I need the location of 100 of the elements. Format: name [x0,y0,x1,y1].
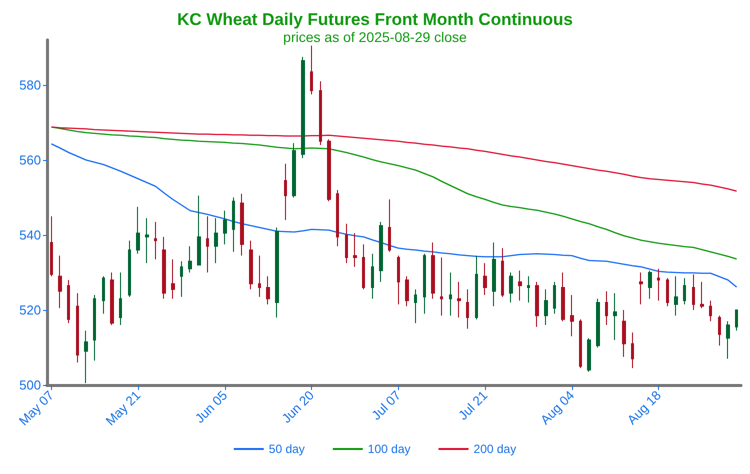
x-tick-label: Aug 18 [624,388,664,428]
candlestick [492,242,496,307]
candlestick [605,290,608,326]
candlestick [223,210,227,245]
candlestick [128,240,131,298]
candlestick [162,236,166,300]
candlestick [405,276,409,307]
candlestick [371,253,374,300]
candlestick [414,288,417,324]
candlestick [440,257,443,316]
x-tick-label: Jun 05 [192,388,230,426]
y-tick-label: 580 [19,78,41,92]
candlestick [735,310,738,332]
candlestick [110,272,114,326]
y-tick-label: 560 [19,152,41,168]
candlestick [379,221,383,282]
candlestick [527,276,530,303]
candlestick [327,138,331,202]
candlestick [648,270,652,300]
candlestick [154,221,157,260]
candlestick [683,278,686,305]
candlestick [362,244,365,290]
candlestick [631,332,634,369]
candlestick [431,242,435,300]
candlestick [501,248,504,298]
candlestick [544,288,548,326]
candlestick [561,272,565,322]
candlestick [509,272,513,303]
candlestick [266,276,270,305]
candlestick [388,198,391,252]
candlestick [483,262,487,296]
candlestick [171,258,175,300]
x-tick-label: May 21 [102,388,144,428]
line-series [50,143,738,288]
x-tick-label: Jul 07 [368,388,404,423]
candlestick [58,255,62,309]
candlestick [275,227,279,318]
candlestick [292,142,296,198]
candlestick [310,45,313,95]
candlestick [284,163,287,220]
candlestick [596,298,600,348]
y-tick-label: 540 [19,228,41,242]
legend-label: 200 day [474,442,516,456]
candlestick [84,330,88,384]
candlestick [136,206,140,254]
candlestick [570,294,574,337]
candlestick [102,276,105,314]
x-tick-label: Jul 21 [455,388,490,423]
candlestick [449,272,452,316]
candlestick [666,278,669,307]
candlestick [249,240,253,290]
line-series [50,126,738,260]
candlestick [535,281,539,328]
candlestick [674,276,678,316]
x-tick-label: Jun 20 [278,388,317,426]
candlestick [423,253,426,314]
candlestick [145,218,149,264]
x-tick-label: Aug 04 [537,388,578,428]
candlestick [726,320,730,360]
line-series [50,126,738,192]
chart-subtitle: prices as of 2025-08-29 close [283,29,468,45]
candlestick [579,318,582,369]
candlestick [232,197,235,252]
candlestick [119,272,122,326]
candlestick [206,216,209,273]
y-tick-label: 500 [19,378,41,392]
candlestick [50,216,53,277]
candlestick [553,281,556,314]
candlestick [345,223,348,264]
candlestick [718,315,721,346]
candlestick [657,268,660,302]
candlestick [180,260,183,298]
candlestick [197,195,201,266]
candlestick [93,294,96,362]
candlestick [240,193,244,256]
candlestick [301,56,305,159]
y-tick-label: 520 [19,302,41,318]
candlestick [319,80,322,146]
candlestick [353,232,357,268]
candlestick [709,300,712,322]
candlestick [622,310,626,358]
candlestick [518,270,522,302]
chart-title: KC Wheat Daily Futures Front Month Continuous [177,10,573,29]
candlestick [613,292,617,340]
candlestick [692,274,695,310]
legend-label: 100 day [368,442,411,456]
candlestick [67,280,70,324]
candlestick [639,272,643,305]
candlestick [457,281,461,318]
candlestick [76,292,79,363]
candlestick [214,218,218,264]
candlestick [188,246,192,273]
candlestick [466,288,469,330]
candlestick [587,338,591,372]
candlestick [475,255,478,320]
candlestick [258,255,261,298]
candlestick [336,190,339,247]
candlestick [397,255,400,305]
legend-label: 50 day [268,442,305,456]
candlestick [700,281,704,309]
